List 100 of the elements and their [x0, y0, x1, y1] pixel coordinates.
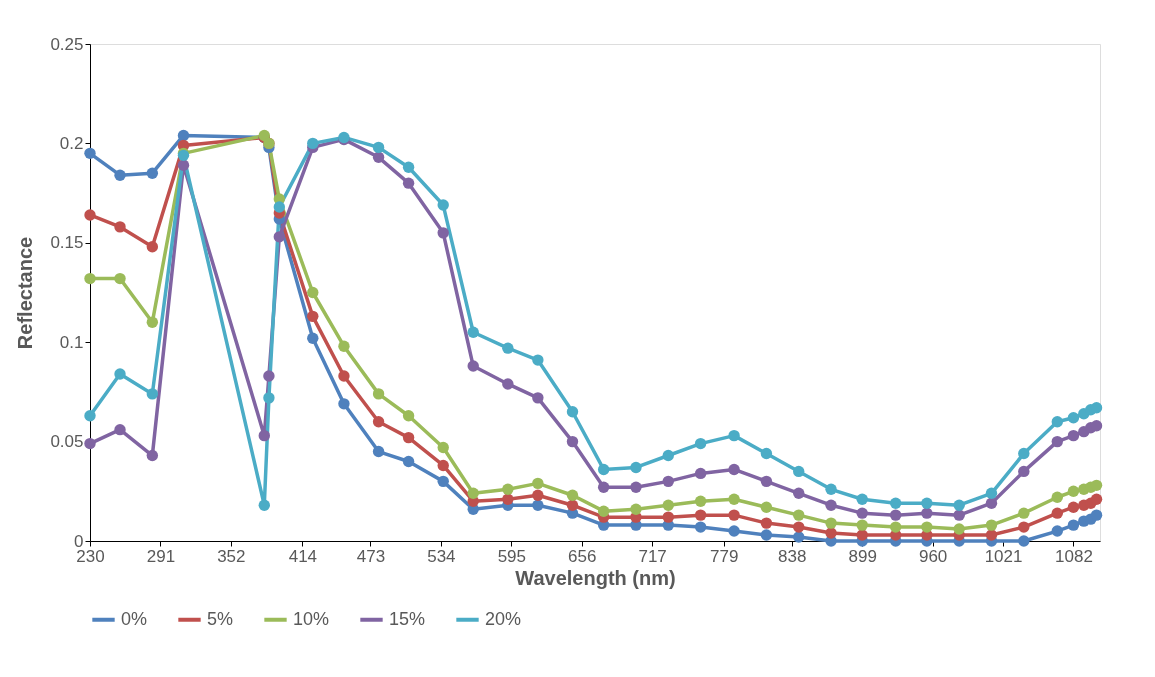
point	[502, 378, 514, 390]
y-tick-label: 0.2	[59, 133, 84, 153]
point	[502, 483, 514, 495]
point	[566, 406, 579, 418]
point	[985, 497, 998, 509]
point	[953, 523, 965, 535]
point	[793, 521, 805, 533]
legend-label: 5%	[207, 608, 234, 629]
x-axis-title: Wavelength (nm)	[515, 566, 676, 589]
point	[1051, 525, 1063, 537]
point	[84, 410, 96, 422]
point	[338, 398, 350, 410]
point	[146, 316, 159, 329]
point	[84, 209, 96, 221]
point	[985, 487, 998, 499]
point	[84, 147, 96, 160]
point	[566, 499, 579, 511]
point	[1067, 485, 1080, 497]
point	[146, 449, 159, 462]
point	[630, 481, 642, 494]
point	[1051, 491, 1063, 503]
legend-label: 15%	[389, 608, 426, 629]
legend-label: 20%	[485, 608, 522, 629]
x-tick-label: 1082	[1055, 546, 1093, 566]
y-tick-label: 0.15	[50, 233, 84, 253]
point	[467, 326, 479, 338]
point	[502, 342, 514, 354]
point	[760, 517, 773, 529]
y-tick-label: 0.05	[50, 432, 84, 452]
x-tick-label: 1021	[984, 546, 1023, 566]
point	[437, 459, 449, 472]
point	[307, 332, 319, 344]
point	[532, 354, 544, 366]
point	[146, 241, 159, 253]
legend-label: 0%	[121, 608, 148, 629]
point	[402, 431, 415, 444]
point	[114, 272, 126, 285]
point	[597, 505, 610, 517]
point	[728, 493, 740, 505]
point	[177, 159, 190, 171]
point	[372, 151, 385, 164]
point	[114, 423, 126, 436]
point	[273, 231, 285, 243]
point	[793, 509, 805, 521]
point	[1018, 447, 1030, 460]
point	[437, 227, 449, 239]
x-tick-label: 838	[778, 546, 807, 566]
point	[114, 221, 126, 233]
point	[372, 416, 385, 428]
point	[760, 475, 773, 488]
point	[1067, 501, 1080, 513]
legend-label: 10%	[293, 608, 330, 629]
x-tick-label: 656	[568, 546, 597, 566]
point	[728, 509, 740, 521]
point	[372, 445, 385, 458]
point	[662, 475, 674, 488]
x-tick-label: 717	[638, 546, 667, 566]
point	[263, 370, 275, 382]
x-tick-label: 595	[497, 546, 526, 566]
point	[728, 463, 740, 476]
point	[437, 441, 449, 454]
point	[630, 503, 642, 515]
point	[662, 449, 674, 462]
point	[1067, 519, 1080, 531]
point	[630, 461, 642, 474]
point	[1090, 509, 1103, 521]
point	[760, 447, 773, 460]
point	[985, 519, 998, 531]
point	[532, 499, 544, 511]
point	[1018, 465, 1030, 478]
point	[728, 429, 740, 442]
point	[338, 340, 350, 352]
point	[1090, 493, 1103, 505]
point	[694, 495, 707, 507]
point	[825, 499, 837, 511]
point	[437, 199, 449, 211]
point	[372, 141, 385, 154]
point	[856, 529, 868, 541]
point	[597, 481, 610, 494]
y-axis-title: Reflectance	[14, 236, 37, 350]
point	[437, 475, 449, 488]
point	[84, 437, 96, 450]
point	[402, 161, 415, 173]
point	[889, 497, 902, 509]
point	[566, 489, 579, 501]
point	[1051, 507, 1063, 519]
point	[921, 521, 933, 533]
point	[263, 392, 275, 404]
point	[1018, 535, 1030, 547]
point	[273, 201, 285, 213]
point	[793, 531, 805, 543]
point	[258, 499, 270, 511]
point	[760, 501, 773, 513]
point	[372, 388, 385, 400]
point	[502, 493, 514, 505]
x-tick-label: 534	[427, 546, 456, 566]
point	[146, 388, 159, 400]
x-tick-label: 291	[146, 546, 176, 566]
point	[985, 529, 998, 541]
point	[532, 392, 544, 404]
